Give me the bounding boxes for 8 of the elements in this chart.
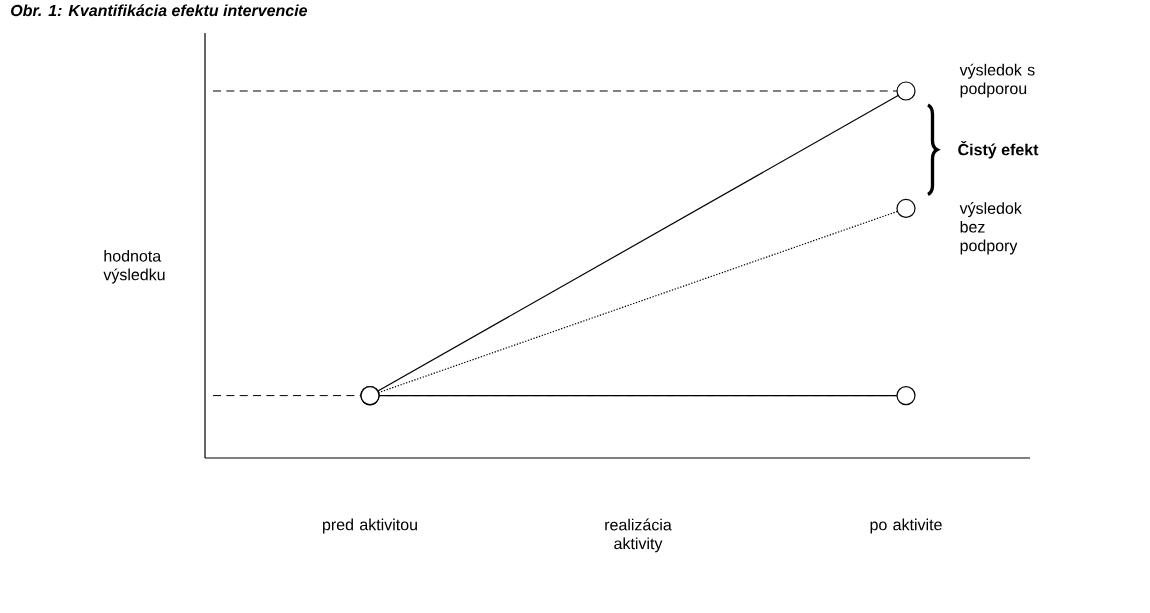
text: Čistý efekt: [958, 140, 1039, 159]
text: výsledok bez podpory: [959, 202, 1022, 255]
x-tick-label: realizácia aktivity: [605, 518, 672, 553]
x-tick-label: po aktivite: [870, 518, 942, 534]
x-tick-label: pred aktivitou: [323, 518, 417, 534]
chart-title: Obr. 1: Kvantifikácia efektu intervencie: [11, 4, 308, 17]
text: výsledok s podporou: [959, 63, 1035, 98]
y-axis-title: hodnota výsledku: [103, 249, 165, 284]
